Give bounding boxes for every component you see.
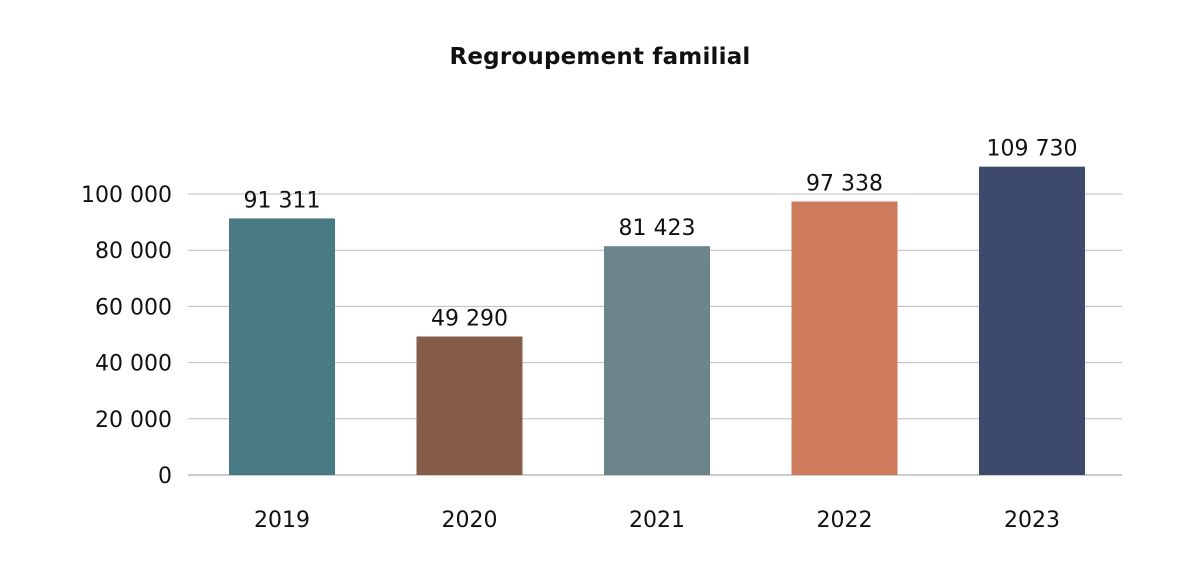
data-label: 49 290	[431, 306, 508, 331]
bar	[416, 336, 523, 475]
data-label: 97 338	[806, 171, 883, 196]
bar	[979, 166, 1085, 476]
y-tick-label: 40 000	[95, 352, 172, 377]
x-tick-label: 2019	[254, 508, 310, 533]
y-tick-label: 80 000	[95, 239, 172, 264]
x-tick-label: 2021	[629, 508, 685, 533]
x-tick-label: 2020	[442, 508, 498, 533]
x-tick-label: 2023	[1004, 508, 1060, 533]
y-tick-label: 0	[158, 464, 172, 489]
data-label: 91 311	[244, 188, 321, 213]
chart-title: Regroupement familial	[449, 44, 751, 70]
y-tick-label: 100 000	[81, 183, 172, 208]
bar	[604, 246, 710, 475]
y-tick-label: 60 000	[95, 295, 172, 320]
bar	[229, 218, 335, 476]
bar	[791, 201, 898, 475]
y-tick-label: 20 000	[95, 408, 172, 433]
data-label: 81 423	[619, 216, 696, 241]
data-label: 109 730	[987, 137, 1078, 162]
x-tick-label: 2022	[817, 508, 873, 533]
